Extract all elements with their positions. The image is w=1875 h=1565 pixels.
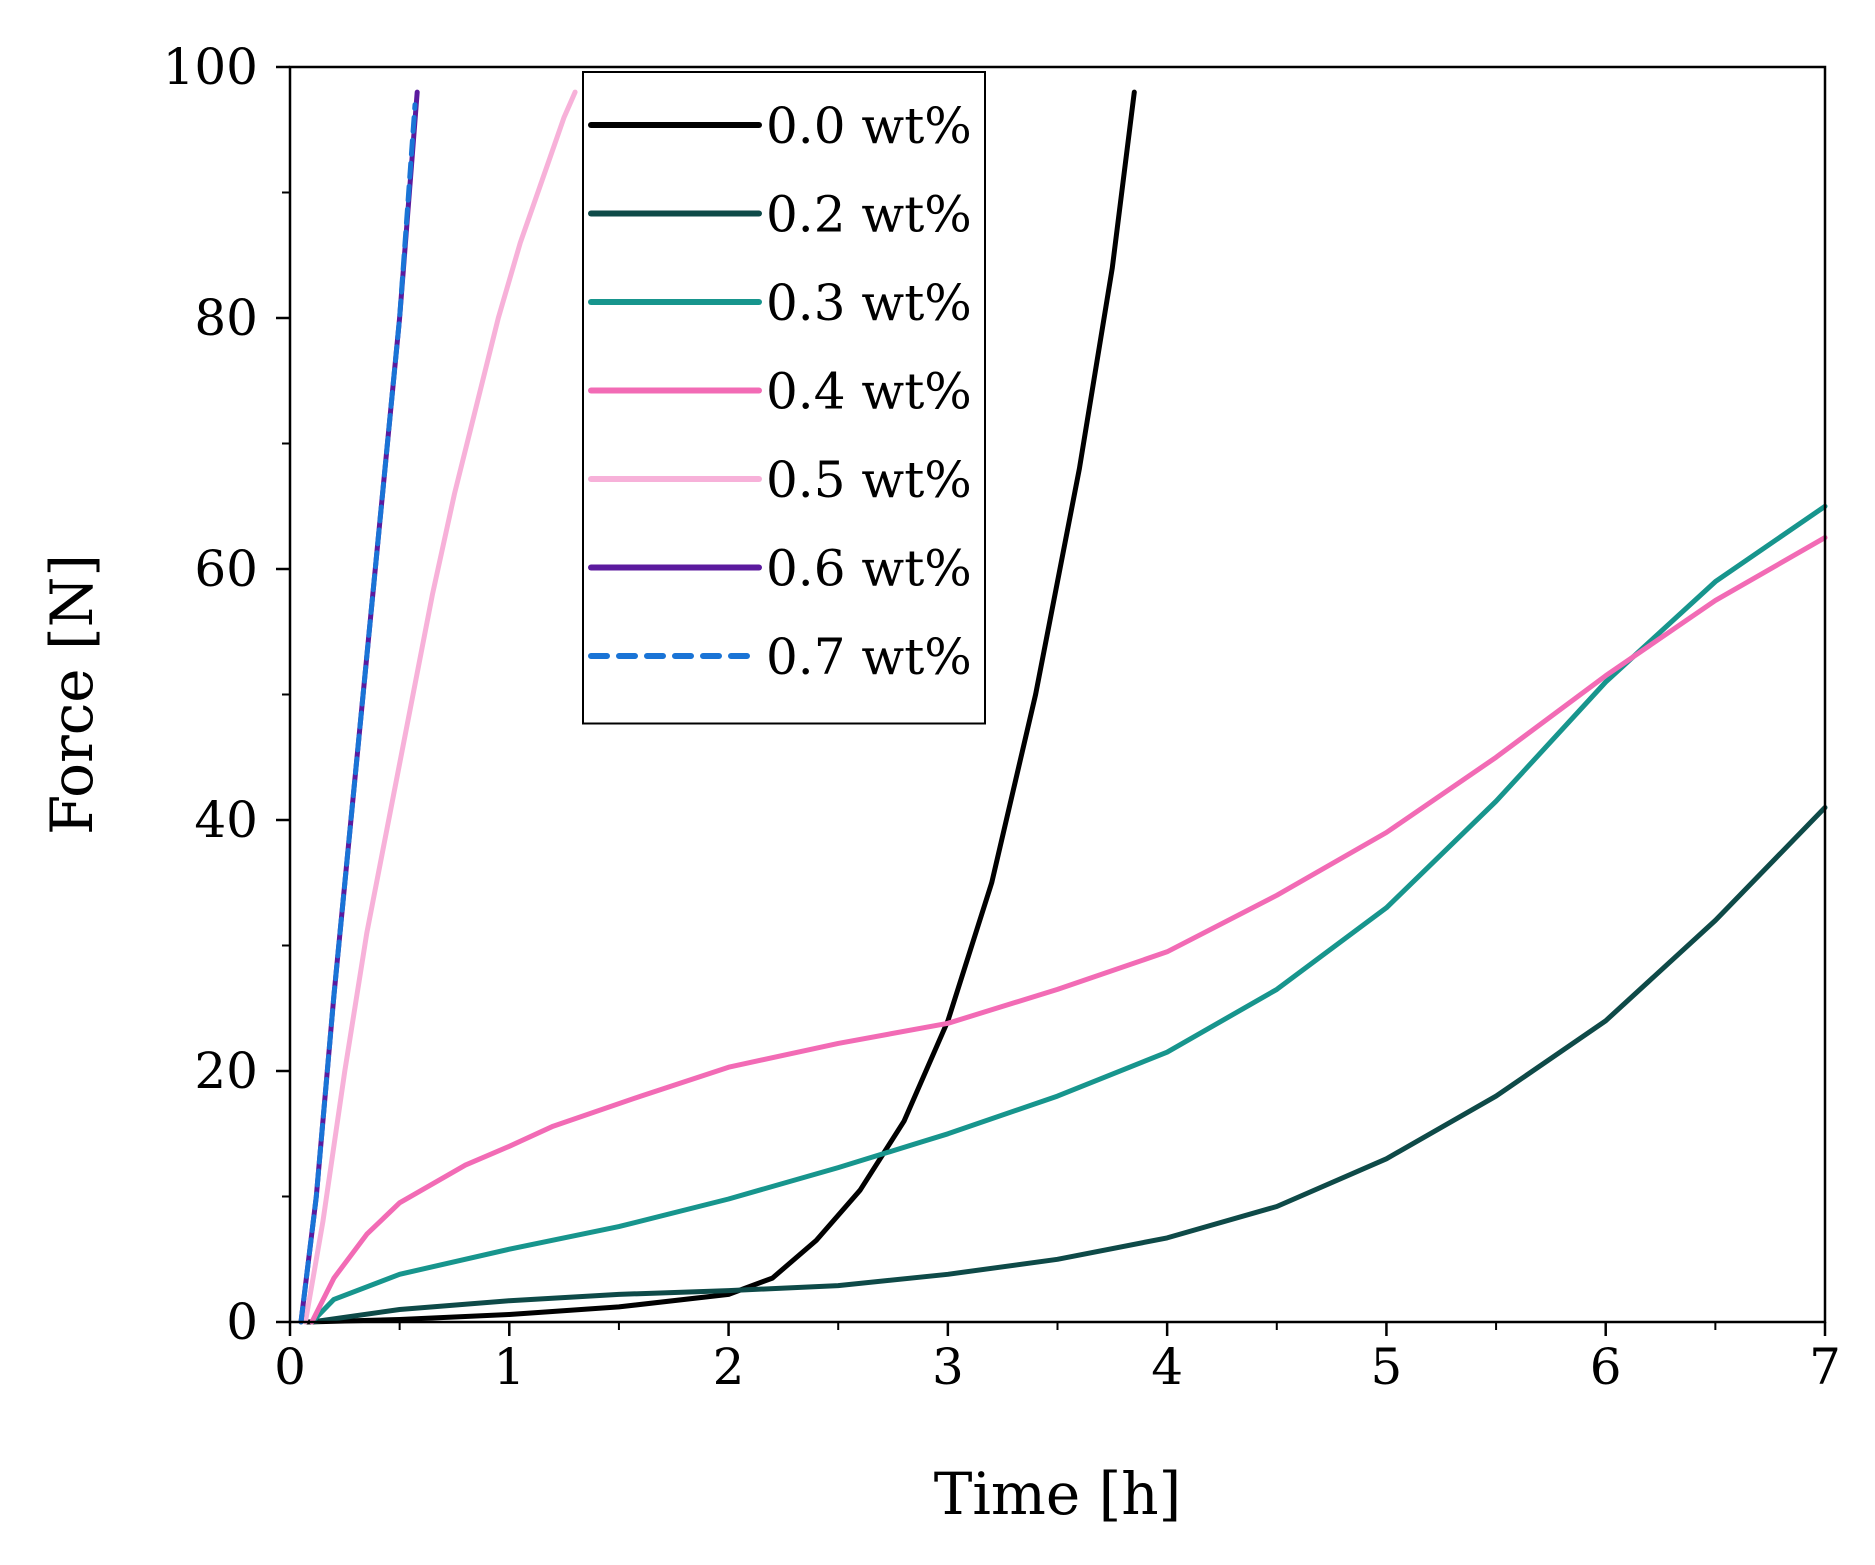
x-tick-label: 4 (1151, 1338, 1183, 1396)
series-line-4 (302, 89, 578, 1325)
legend-label: 0.2 wt% (766, 186, 972, 244)
x-tick-label: 0 (274, 1338, 306, 1396)
legend-label: 0.6 wt% (766, 540, 972, 598)
legend-label: 0.5 wt% (766, 451, 972, 509)
legend-label: 0.4 wt% (766, 363, 972, 421)
y-tick-label: 20 (194, 1042, 258, 1100)
x-axis-title: Time [h] (934, 1460, 1182, 1528)
legend-label: 0.7 wt% (766, 628, 972, 686)
x-tick-label: 5 (1371, 1338, 1403, 1396)
legend-box (582, 71, 986, 725)
y-axis-title: Force [N] (38, 554, 106, 835)
y-tick-label: 80 (194, 289, 258, 347)
y-tick-label: 100 (163, 38, 258, 96)
x-tick-label: 6 (1590, 1338, 1622, 1396)
x-tick-label: 1 (493, 1338, 525, 1396)
legend-label: 0.3 wt% (766, 274, 972, 332)
series-line-2 (309, 503, 1828, 1325)
x-tick-label: 3 (932, 1338, 964, 1396)
y-tick-label: 0 (226, 1293, 258, 1351)
series-line-1 (309, 805, 1828, 1325)
series-line-0 (305, 89, 1137, 1325)
series-line-5 (298, 89, 420, 1325)
legend-label: 0.0 wt% (766, 97, 972, 155)
series-line-6 (298, 102, 418, 1325)
y-tick-label: 40 (194, 791, 258, 849)
series-layer (298, 89, 1828, 1325)
series-line-3 (309, 535, 1828, 1325)
tick-layer: 0 1 2 3 4 5 6 7 0 20 40 60 80 100 (163, 38, 1841, 1396)
x-tick-label: 2 (713, 1338, 745, 1396)
y-tick-label: 60 (194, 540, 258, 598)
x-tick-label: 7 (1809, 1338, 1841, 1396)
legend: 0.0 wt% 0.2 wt% 0.3 wt% 0.4 wt% 0.5 wt% 0.6 w… (582, 71, 986, 725)
